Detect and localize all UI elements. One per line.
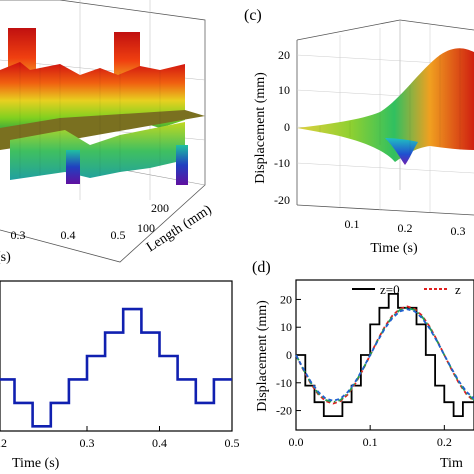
panel-letter: (d) [252, 259, 271, 276]
x-axis-label-fragment: (s) [0, 250, 11, 265]
x-ticks: 0.3 0.4 0.5 [80, 426, 240, 450]
z-tick-label: -20 [274, 193, 290, 207]
z-tick-label: 10 [278, 83, 290, 97]
plot-frame [0, 280, 233, 432]
surface-trough-pillar [66, 150, 80, 184]
series-line-2 [295, 306, 474, 404]
x-tick-label: 0.4 [152, 436, 167, 450]
y-tick-label: 200 [151, 201, 169, 215]
legend: z=0 z [352, 282, 461, 297]
series-layer [295, 292, 474, 418]
line-chart-bottom-left: 0.3 0.4 0.5 .2 Time (s) [0, 280, 240, 471]
y-tick-label: 100 [137, 221, 155, 235]
box-frame-edge [296, 204, 474, 216]
x-tick-label: 0.1 [363, 435, 378, 449]
surface-mesh [319, 48, 461, 160]
x-tick-label: 0.4 [61, 228, 76, 242]
x-tick-label: 0.3 [451, 224, 466, 238]
surface-wave [297, 48, 474, 162]
y-tick-label: -20 [276, 404, 292, 418]
surface-mesh [19, 62, 161, 178]
series-layer [0, 307, 232, 428]
y-tick-label: 0 [286, 348, 292, 362]
surface-band-lower [10, 122, 185, 180]
z-tick-label: -10 [274, 156, 290, 170]
series-line-3 [295, 308, 474, 402]
z-tick-label: 20 [278, 48, 290, 62]
x-tick-label: 0.2 [398, 221, 413, 235]
x-axis-label-fragment: Tim [440, 456, 463, 471]
x-tick-label: 0.5 [225, 436, 240, 450]
series-line-0 [296, 292, 474, 418]
box-frame [296, 19, 474, 41]
surface-trough [385, 138, 418, 165]
series-line-1 [295, 305, 474, 405]
axes-ticks: 0.0 0.1 0.2 20 10 0 -10 -20 [276, 292, 452, 449]
surface-plot-top-left: 0.3 0.4 0.5 (s) 200 100 Length (mm) [0, 0, 215, 265]
x-tick-label: 0.3 [80, 436, 95, 450]
x-tick-fragment: .2 [0, 436, 7, 450]
x-tick-label: 0.5 [111, 228, 126, 242]
x-axis-label-fragment: Time (s) [12, 456, 60, 471]
z-axis-label: Displacement (mm) [253, 72, 268, 184]
legend-label: z=0 [380, 282, 400, 297]
line-chart-d: (d) 0.0 0.1 0.2 20 10 0 -10 -20 Displacement (m… [252, 259, 474, 471]
x-tick-label: 0.1 [345, 217, 360, 231]
series-line-0 [0, 307, 232, 428]
y-tick-label: -10 [276, 376, 292, 390]
surface-plot-c: (c) 20 10 0 -10 -20 [244, 7, 474, 256]
legend-label: z [455, 282, 461, 297]
y-tick-label: 20 [280, 292, 292, 306]
y-axis-label: Displacement (mm) [255, 300, 270, 412]
x-tick-label: 0.0 [289, 435, 304, 449]
y-tick-label: 10 [280, 320, 292, 334]
surface-trough-pillar [176, 145, 188, 185]
x-axis-label: Time (s) [370, 241, 418, 256]
plot-frame [295, 279, 474, 431]
panel-letter: (c) [244, 7, 262, 24]
x-tick-label: 0.3 [11, 228, 26, 242]
z-tick-label: 0 [284, 120, 290, 134]
x-tick-label: 0.2 [437, 435, 452, 449]
